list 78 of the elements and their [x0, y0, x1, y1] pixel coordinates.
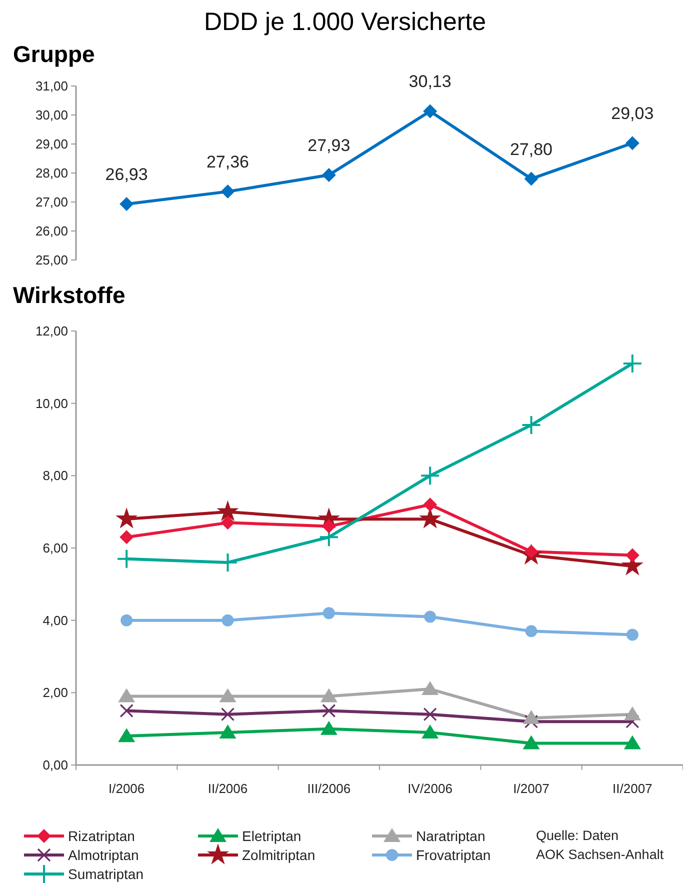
source-note: Quelle: Daten [536, 828, 619, 843]
legend-label: Zolmitriptan [242, 846, 316, 863]
data-label: 29,03 [611, 104, 654, 124]
y-tick-label: 12,00 [35, 324, 68, 339]
point [118, 728, 136, 742]
y-tick-label: 28,00 [35, 166, 68, 181]
point [422, 681, 439, 696]
legend-label: Rizatriptan [68, 828, 135, 844]
legend-label: Frovatriptan [416, 846, 491, 863]
legend-label: Sumatriptan [68, 866, 144, 882]
point [522, 735, 540, 750]
data-label: 27,36 [206, 152, 250, 172]
point [322, 519, 336, 534]
point [120, 704, 134, 718]
point [525, 625, 538, 638]
point [423, 708, 437, 722]
y-tick-label: 0,00 [42, 758, 68, 773]
point [424, 610, 436, 623]
legend-label: Naratriptan [416, 828, 486, 844]
point [220, 708, 235, 722]
point [622, 354, 642, 374]
point [120, 614, 133, 626]
x-tick-label: II/2006 [208, 781, 248, 796]
point [624, 735, 641, 750]
point [423, 104, 438, 118]
point [220, 516, 235, 530]
data-label: 30,13 [408, 72, 452, 92]
y-tick-label: 6,00 [42, 540, 68, 556]
y-tick-label: 27,00 [35, 194, 68, 210]
chart-subtitle: Gruppe [13, 41, 95, 67]
data-label: 27,80 [510, 140, 553, 159]
point [120, 197, 134, 212]
point [420, 466, 440, 486]
y-tick-label: 4,00 [42, 612, 68, 628]
point [521, 415, 542, 436]
x-tick-label: II/2007 [612, 781, 652, 796]
y-tick-label: 10,00 [35, 396, 68, 411]
chart-title: DDD je 1.000 Versicherte [204, 8, 486, 36]
legend-label: Eletriptan [242, 828, 302, 844]
point [216, 500, 239, 522]
point [220, 184, 235, 199]
point [522, 710, 540, 724]
y-tick-label: 8,00 [42, 468, 68, 484]
point [322, 168, 336, 182]
y-tick-label: 31,00 [35, 78, 68, 94]
point [322, 704, 336, 718]
y-tick-label: 2,00 [42, 685, 68, 700]
point [322, 607, 335, 620]
y-tick-label: 29,00 [35, 136, 68, 152]
point [116, 548, 137, 569]
x-tick-label: I/2007 [513, 781, 550, 796]
point [625, 136, 640, 150]
text: AOK Sachsen-Anhalt [536, 847, 664, 862]
point [626, 628, 638, 641]
point [320, 720, 338, 735]
x-tick-label: III/2006 [307, 781, 351, 796]
point [320, 688, 338, 702]
x-tick-label: IV/2006 [408, 781, 452, 796]
legend-label: Almotriptan [68, 846, 139, 863]
point [219, 688, 236, 702]
point [524, 172, 538, 186]
point [423, 498, 438, 512]
point [422, 724, 439, 738]
data-label: 27,93 [308, 136, 350, 156]
y-tick-label: 30,00 [35, 108, 68, 123]
point [625, 548, 640, 562]
point [222, 614, 234, 626]
point [626, 714, 640, 728]
point [116, 508, 138, 528]
data-label: 26,93 [105, 165, 148, 184]
point [624, 706, 641, 720]
y-tick-label: 25,00 [35, 252, 68, 268]
point [219, 724, 236, 738]
x-tick-label: I/2006 [108, 781, 145, 796]
chart-title: Wirkstoffe [13, 282, 126, 308]
point [120, 530, 134, 544]
point [118, 688, 136, 702]
y-tick-label: 26,00 [35, 224, 68, 239]
